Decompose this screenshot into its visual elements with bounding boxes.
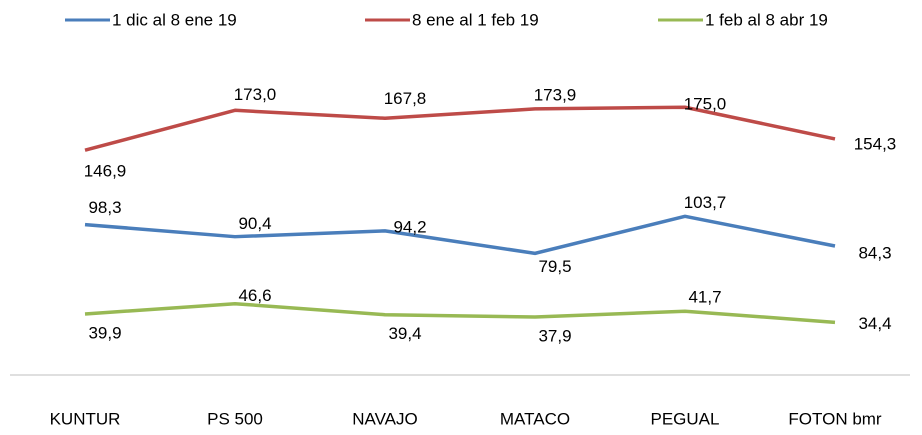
data-label: 39,4 [388, 324, 421, 343]
data-label: 167,8 [384, 89, 427, 108]
x-tick-label: MATACO [500, 409, 570, 428]
legend-label: 1 dic al 8 ene 19 [112, 10, 237, 29]
x-tick-label: PS 500 [207, 409, 263, 428]
data-label: 90,4 [238, 214, 271, 233]
x-tick-label: PEGUAL [651, 409, 720, 428]
x-tick-label: NAVAJO [352, 409, 418, 428]
x-tick-label: KUNTUR [50, 409, 121, 428]
legend-label: 1 feb al 8 abr 19 [705, 10, 828, 29]
data-label: 46,6 [238, 286, 271, 305]
data-label: 154,3 [854, 134, 897, 153]
data-label: 41,7 [688, 288, 721, 307]
data-label: 37,9 [538, 326, 571, 345]
data-label: 173,0 [234, 85, 277, 104]
data-label: 175,0 [684, 95, 727, 114]
series-line [84, 214, 836, 256]
x-tick-label: FOTON bmr [788, 409, 882, 428]
data-label: 98,3 [88, 198, 121, 217]
series-line [84, 301, 836, 325]
data-label: 146,9 [84, 162, 127, 181]
data-label: 39,9 [88, 323, 121, 342]
data-label: 34,4 [858, 314, 891, 333]
data-label: 84,3 [858, 244, 891, 263]
series-line [84, 105, 836, 152]
data-label: 173,9 [534, 85, 577, 104]
data-label: 79,5 [538, 257, 571, 276]
data-label: 103,7 [684, 193, 727, 212]
legend-label: 8 ene al 1 feb 19 [412, 10, 539, 29]
data-label: 94,2 [393, 217, 426, 236]
